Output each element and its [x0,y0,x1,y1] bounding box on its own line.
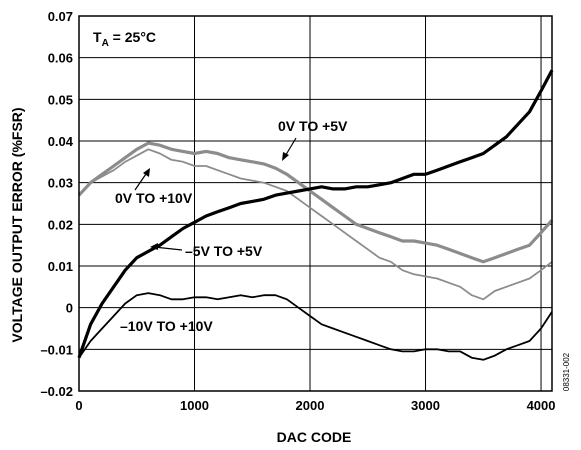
tick-labels: 0 1000 2000 3000 4000 –0.02 –0.01 0 0.01 0.02 0.03… [40,9,555,413]
y-tick-label: –0.01 [40,342,73,357]
plot-frame [78,15,553,392]
y-tick-label: 0.04 [48,134,74,149]
arrowhead-0v-to-10v [143,168,150,177]
ta-annotation: TA = 25°C [93,29,156,49]
series-line-1 [77,141,554,264]
arrow-minus5v-to-5v [153,246,183,251]
x-tick-label: 4000 [527,398,556,413]
figure-id: 08331-002 [562,352,571,391]
x-tick-label: 3000 [411,398,440,413]
y-axis-label: VOLTAGE OUTPUT ERROR (%FSR) [9,107,25,342]
label-minus5v-to-5v: –5V TO +5V [185,243,263,259]
label-0v-to-5v: 0V TO +5V [278,118,348,134]
label-minus10v-to-10v: –10V TO +10V [120,318,213,334]
arrowhead-0v-to-5v [282,152,289,161]
arrowhead-minus5v-to-5v [150,243,158,250]
x-tick-label: 1000 [180,398,209,413]
y-tick-label: 0.05 [48,92,73,107]
x-tick-label: 2000 [296,398,325,413]
y-tick-label: 0.02 [48,217,73,232]
y-tick-label: 0.06 [48,51,73,66]
series-lines [77,69,554,361]
x-axis-label: DAC CODE [277,429,352,445]
label-0v-to-10v: 0V TO +10V [115,190,193,206]
series-line-4 [78,292,553,361]
y-tick-label: 0 [66,301,73,316]
series-line-2 [78,148,553,301]
y-tick-label: 0.03 [48,176,73,191]
y-tick-label: 0.07 [48,9,73,24]
x-tick-label: 0 [75,398,82,413]
y-tick-label: 0.01 [48,259,73,274]
grid [79,16,552,391]
y-tick-label: –0.02 [40,384,73,399]
series-line-3 [77,69,554,359]
